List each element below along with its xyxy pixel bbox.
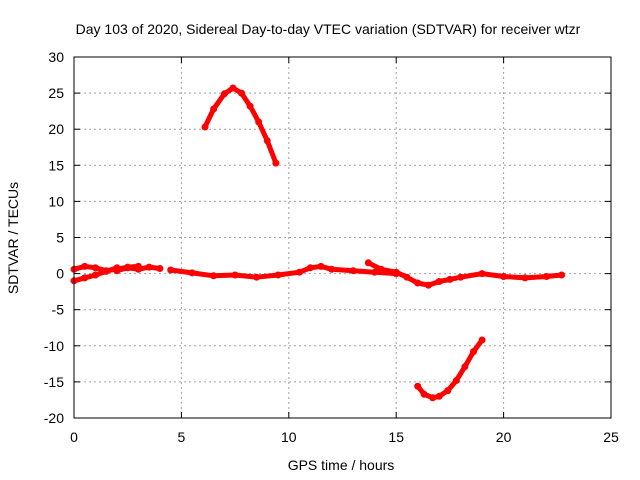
y-tick-label: -10 [44, 338, 64, 354]
data-point [210, 105, 218, 113]
x-axis-title: GPS time / hours [288, 457, 395, 473]
data-point [328, 265, 336, 273]
data-point [81, 274, 89, 282]
data-point [349, 267, 357, 275]
data-point [500, 273, 508, 280]
data-point [134, 265, 142, 273]
data-point [478, 336, 486, 344]
data-point [414, 279, 422, 287]
data-series-track-g [414, 336, 486, 402]
y-tick-label: 15 [48, 157, 64, 173]
y-tick-label: 20 [48, 121, 64, 137]
data-point [424, 281, 432, 289]
data-point [296, 268, 303, 276]
data-point [255, 118, 263, 126]
y-axis-title: SDTVAR / TECUs [5, 182, 21, 294]
data-point [229, 84, 237, 92]
x-tick-label: 20 [496, 429, 512, 445]
y-tick-label: 5 [56, 230, 64, 246]
axis-ticks: 0 5 10 15 20 25 -20 -15 -10 -5 0 5 10 15 20 25 30 [44, 49, 619, 445]
data-point [444, 387, 452, 395]
data-point [470, 348, 477, 356]
data-point [392, 268, 400, 276]
data-point [521, 274, 529, 282]
data-point [306, 264, 314, 272]
y-tick-label: 10 [48, 193, 64, 209]
data-point [543, 273, 551, 280]
data-point [201, 123, 209, 131]
data-series-track-f [364, 259, 566, 289]
data-point [364, 259, 372, 267]
data-point [92, 271, 99, 279]
data-point [102, 267, 110, 275]
data-point [452, 377, 460, 384]
data-series-layer [70, 84, 566, 402]
data-point [238, 89, 245, 97]
y-tick-label: -20 [44, 410, 64, 426]
data-point [231, 271, 239, 279]
x-tick-label: 15 [388, 429, 404, 445]
data-point [403, 273, 411, 281]
data-point [478, 270, 486, 278]
data-point [253, 273, 261, 281]
data-point [317, 262, 325, 270]
data-point [435, 278, 443, 285]
grid [74, 57, 611, 418]
data-point [420, 390, 428, 398]
data-point [446, 275, 454, 283]
data-series-track-d [167, 262, 400, 281]
data-point [263, 137, 271, 145]
data-point [371, 268, 379, 276]
data-series-track-e [201, 84, 280, 167]
data-point [272, 159, 280, 167]
x-tick-label: 25 [603, 429, 619, 445]
data-point [429, 394, 437, 402]
data-point [92, 264, 99, 272]
data-point [377, 265, 385, 273]
data-point [210, 272, 218, 280]
y-tick-label: -5 [52, 302, 65, 318]
data-track [202, 85, 279, 166]
data-point [220, 90, 228, 98]
x-tick-label: 0 [70, 429, 78, 445]
data-point [81, 262, 89, 270]
data-point [414, 382, 422, 390]
data-point [124, 264, 132, 272]
data-point [274, 271, 282, 279]
data-point [461, 363, 469, 371]
y-tick-label: -15 [44, 374, 64, 390]
data-point [156, 265, 164, 272]
data-point [188, 269, 196, 277]
x-tick-label: 10 [281, 429, 297, 445]
y-tick-label: 25 [48, 85, 64, 101]
data-point [435, 392, 443, 400]
chart-title: Day 103 of 2020, Sidereal Day-to-day VTE… [76, 21, 581, 37]
data-series-track-c [113, 263, 164, 275]
data-track [168, 263, 399, 280]
y-tick-label: 0 [56, 266, 64, 282]
data-point [145, 263, 153, 271]
x-tick-label: 5 [178, 429, 186, 445]
data-point [246, 102, 254, 110]
data-point [113, 267, 121, 275]
data-point [558, 271, 566, 279]
data-point [457, 273, 465, 281]
data-point [167, 266, 175, 274]
y-tick-label: 30 [48, 49, 64, 65]
